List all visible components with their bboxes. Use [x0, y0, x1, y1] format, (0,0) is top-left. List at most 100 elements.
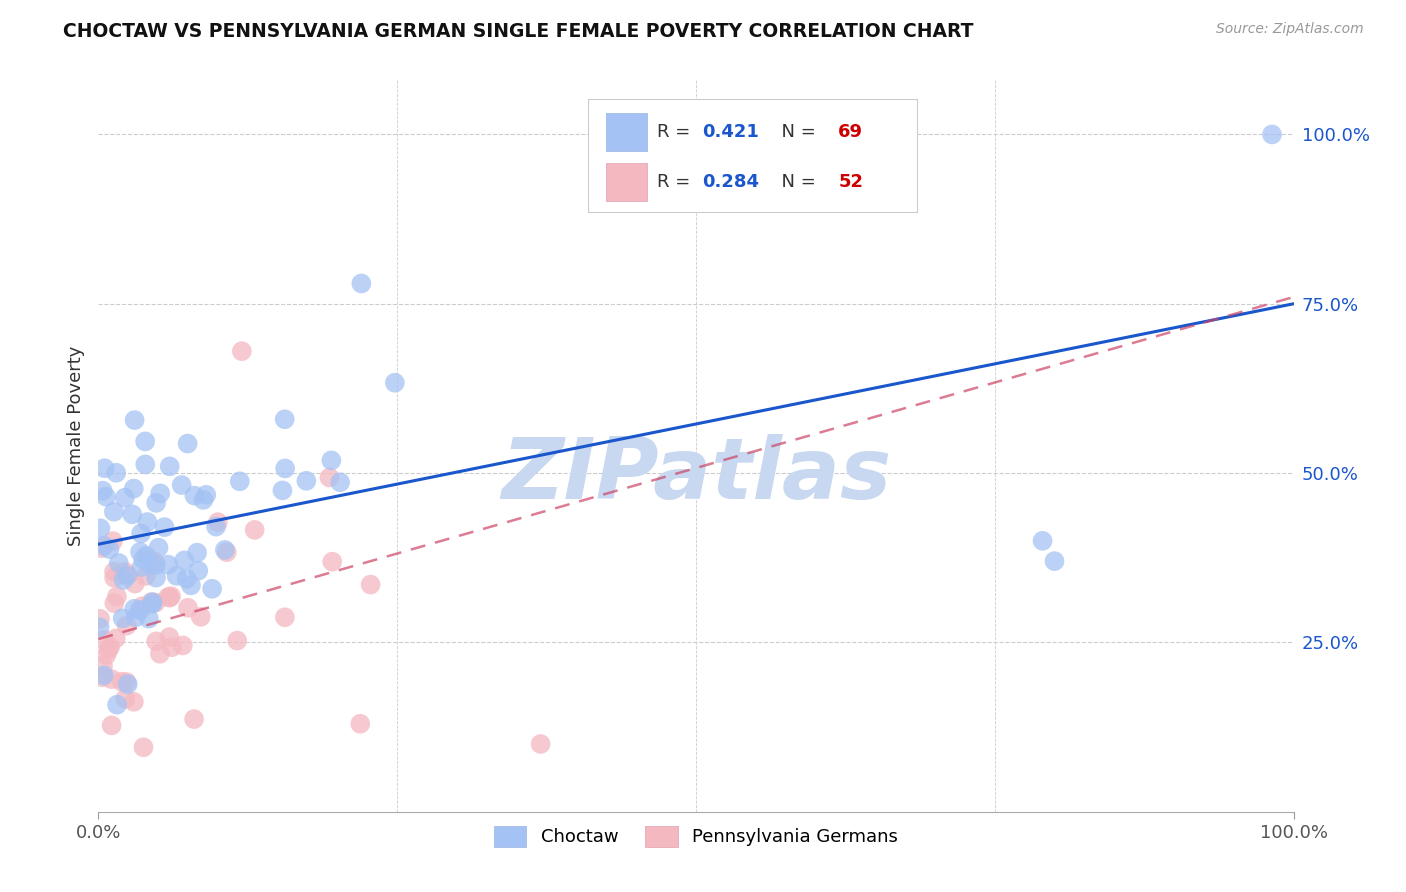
- Point: [90, 541, 112, 556]
- Point: [160, 589, 183, 603]
- Point: [160, 640, 183, 655]
- Point: [1032, 533, 1054, 548]
- Point: [104, 632, 127, 646]
- Point: [114, 565, 136, 579]
- Point: [173, 553, 195, 567]
- Point: [271, 483, 294, 498]
- Point: [91, 658, 114, 673]
- Text: N =: N =: [770, 123, 821, 141]
- Point: [141, 597, 163, 611]
- Point: [124, 576, 146, 591]
- Point: [114, 491, 136, 505]
- Point: [183, 489, 205, 503]
- Text: R =: R =: [657, 123, 696, 141]
- Y-axis label: Single Female Poverty: Single Female Poverty: [66, 346, 84, 546]
- Point: [145, 634, 167, 648]
- Point: [530, 737, 553, 751]
- Point: [214, 543, 236, 558]
- Text: N =: N =: [770, 173, 821, 191]
- Point: [93, 461, 115, 475]
- Point: [114, 691, 136, 706]
- Point: [105, 698, 128, 712]
- Point: [145, 596, 167, 610]
- Point: [1043, 554, 1066, 568]
- Point: [117, 568, 139, 582]
- Point: [101, 534, 124, 549]
- Point: [201, 582, 224, 596]
- Point: [157, 630, 180, 644]
- Point: [231, 344, 253, 359]
- Point: [329, 475, 352, 490]
- Point: [98, 640, 121, 654]
- FancyBboxPatch shape: [606, 162, 647, 201]
- Point: [193, 492, 215, 507]
- Point: [139, 558, 162, 572]
- Point: [207, 515, 229, 529]
- Point: [177, 600, 200, 615]
- Point: [94, 490, 117, 504]
- Point: [205, 519, 228, 533]
- Point: [135, 549, 157, 563]
- Point: [122, 482, 145, 496]
- Point: [349, 716, 371, 731]
- Point: [89, 620, 111, 634]
- Point: [321, 555, 343, 569]
- Point: [136, 515, 159, 529]
- Point: [141, 595, 163, 609]
- Point: [295, 474, 318, 488]
- Point: [111, 611, 134, 625]
- Point: [93, 539, 115, 553]
- Text: 0.284: 0.284: [702, 173, 759, 191]
- Point: [145, 558, 167, 572]
- Point: [103, 565, 125, 579]
- Point: [121, 508, 143, 522]
- Point: [128, 603, 150, 617]
- Point: [124, 413, 146, 427]
- Point: [243, 523, 266, 537]
- Point: [135, 569, 157, 583]
- Text: Source: ZipAtlas.com: Source: ZipAtlas.com: [1216, 22, 1364, 37]
- Point: [195, 488, 218, 502]
- Point: [129, 526, 152, 541]
- Legend: Choctaw, Pennsylvania Germans: Choctaw, Pennsylvania Germans: [486, 819, 905, 854]
- Point: [166, 569, 188, 583]
- Point: [159, 591, 181, 605]
- Point: [1261, 128, 1284, 142]
- Text: CHOCTAW VS PENNSYLVANIA GERMAN SINGLE FEMALE POVERTY CORRELATION CHART: CHOCTAW VS PENNSYLVANIA GERMAN SINGLE FE…: [63, 22, 974, 41]
- Point: [145, 496, 167, 510]
- Point: [131, 599, 153, 614]
- Text: ZIPatlas: ZIPatlas: [501, 434, 891, 516]
- Point: [186, 546, 208, 560]
- Point: [176, 436, 198, 450]
- Point: [91, 670, 114, 684]
- Point: [153, 520, 176, 534]
- Point: [124, 610, 146, 624]
- Point: [96, 648, 118, 662]
- Point: [384, 376, 406, 390]
- Point: [170, 478, 193, 492]
- Point: [103, 571, 125, 585]
- Point: [115, 569, 138, 583]
- Point: [274, 412, 297, 426]
- Point: [149, 647, 172, 661]
- Text: 0.421: 0.421: [702, 123, 759, 141]
- FancyBboxPatch shape: [606, 113, 647, 151]
- Point: [124, 602, 146, 616]
- Point: [360, 577, 382, 591]
- Point: [172, 639, 194, 653]
- Point: [183, 712, 205, 726]
- Point: [176, 572, 198, 586]
- Point: [103, 505, 125, 519]
- Point: [132, 740, 155, 755]
- Point: [145, 571, 167, 585]
- Point: [318, 470, 340, 484]
- Point: [105, 466, 128, 480]
- Point: [93, 632, 115, 647]
- Point: [143, 555, 166, 569]
- Point: [190, 609, 212, 624]
- Point: [98, 542, 121, 557]
- Point: [215, 545, 238, 559]
- Point: [274, 461, 297, 475]
- Point: [107, 556, 129, 570]
- Point: [100, 672, 122, 686]
